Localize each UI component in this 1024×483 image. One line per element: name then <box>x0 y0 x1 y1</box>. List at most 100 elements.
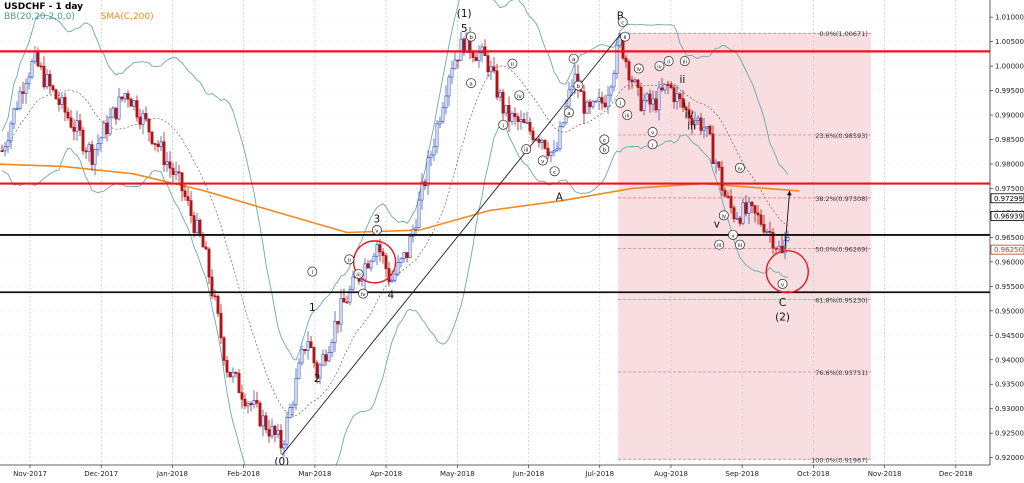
candle-body <box>225 360 229 373</box>
candle-body <box>261 415 265 427</box>
candle-body <box>18 91 22 109</box>
candle-body <box>549 151 553 157</box>
candle-body <box>732 207 736 220</box>
trendline <box>784 190 791 250</box>
candle-body <box>147 118 151 133</box>
x-tick-label: Jun-2018 <box>512 470 544 478</box>
candle-body <box>720 166 724 191</box>
candle-body <box>408 236 412 258</box>
candle-body <box>129 98 133 107</box>
wave-label: v <box>651 131 655 137</box>
candle-body <box>384 255 388 269</box>
candle-body <box>309 341 313 348</box>
wave-label-circle <box>777 278 788 289</box>
candle-body <box>522 119 526 124</box>
candle-body <box>507 105 511 122</box>
candle-body <box>93 149 97 165</box>
wave-label: iv <box>517 94 523 100</box>
candle-body <box>588 101 592 108</box>
candle-body <box>390 279 394 283</box>
candle-body <box>630 79 634 83</box>
candle-body <box>72 126 76 132</box>
wave-label-circle <box>663 56 674 67</box>
wave-label-circle <box>714 239 725 250</box>
candle-body <box>213 295 217 298</box>
candle-body <box>612 73 616 88</box>
wave-label: i <box>620 101 622 107</box>
candle-body <box>687 109 691 119</box>
wave-label: C <box>779 297 786 309</box>
candle-body <box>177 171 181 174</box>
candle-body <box>60 96 64 105</box>
candle-body <box>0 150 4 153</box>
candle-body <box>42 65 46 88</box>
candle-body <box>756 212 760 216</box>
candle-body <box>714 161 718 164</box>
bollinger-upper <box>1 0 789 361</box>
candle-body <box>222 337 226 361</box>
candle-body <box>657 87 661 111</box>
candle-body <box>9 123 13 142</box>
x-tick-label: Oct-2018 <box>797 470 829 478</box>
candle-body <box>156 143 160 147</box>
candle-body <box>663 84 667 91</box>
candle-body <box>339 297 343 325</box>
candle-body <box>762 223 766 233</box>
candle-body <box>99 137 103 145</box>
candle-body <box>108 116 112 135</box>
candle-body <box>252 400 256 406</box>
candle-body <box>597 97 601 102</box>
candle-body <box>285 417 289 445</box>
wave-label: iii <box>625 113 630 119</box>
candle-body <box>729 196 733 209</box>
candle-body <box>201 235 205 248</box>
candle-body <box>396 262 400 275</box>
candle-body <box>654 98 658 111</box>
x-tick-label: May-2018 <box>440 470 475 478</box>
wave-label: 4 <box>387 290 394 302</box>
candle-body <box>585 101 589 114</box>
candle-body <box>54 89 58 100</box>
wave-label: (1) <box>457 8 472 20</box>
candle-body <box>27 76 31 84</box>
bb-indicator-label: BB(20,20,2,0,0) <box>4 12 75 22</box>
candle-body <box>735 217 739 220</box>
candle-body <box>642 100 646 111</box>
wave-label-circle <box>507 58 518 69</box>
wave-label: i <box>502 123 504 129</box>
wave-label: a <box>567 111 570 117</box>
candle-body <box>135 100 139 118</box>
wave-label: i <box>683 99 686 111</box>
candle-body <box>189 200 193 216</box>
candle-body <box>411 228 415 237</box>
candle-body <box>294 378 298 406</box>
candle-body <box>288 407 292 418</box>
candle-body <box>372 255 376 262</box>
candle-body <box>258 402 262 427</box>
candle-body <box>711 133 715 164</box>
candle-body <box>342 297 346 303</box>
candle-body <box>282 443 286 449</box>
candle-body <box>114 107 118 120</box>
price-tag-label: 0.97299 <box>994 195 1023 203</box>
candle-body <box>594 100 598 103</box>
candle-body <box>513 113 517 117</box>
sma-200-line <box>0 163 800 234</box>
candle-body <box>405 252 409 258</box>
candle-body <box>102 122 106 139</box>
wave-label: iv <box>361 292 367 298</box>
candle-body <box>675 93 679 103</box>
y-tick-label: 1.01000 <box>995 14 1024 22</box>
candle-body <box>48 74 52 87</box>
wave-label: v <box>731 233 735 239</box>
candle-body <box>30 61 34 78</box>
candle-body <box>303 349 307 351</box>
wave-label-circle <box>718 210 729 221</box>
price-tag-box <box>990 244 1024 255</box>
wave-label: A <box>556 192 564 204</box>
candle-body <box>558 126 562 150</box>
candle-body <box>495 70 499 98</box>
candle-body <box>639 87 643 111</box>
candle-body <box>336 320 340 325</box>
wave-label: iii <box>717 243 722 249</box>
